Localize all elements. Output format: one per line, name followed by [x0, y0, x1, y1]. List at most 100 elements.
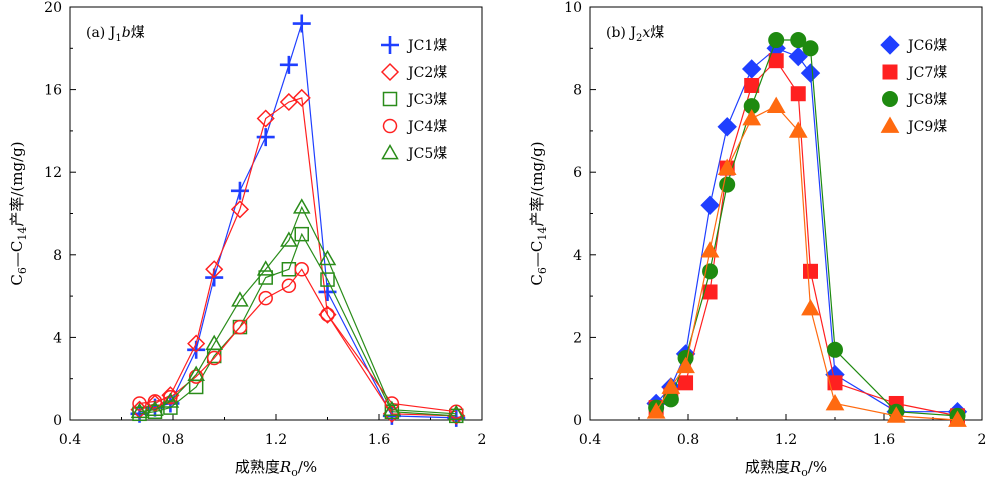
legend-label: JC6煤 [906, 38, 947, 54]
series-JC5煤 [130, 198, 466, 421]
legend-label: JC1煤 [406, 38, 447, 54]
data-point [205, 260, 224, 279]
data-point [802, 40, 819, 57]
y-tick-label: 0 [573, 413, 582, 429]
data-point [132, 396, 147, 411]
data-point [187, 365, 205, 381]
data-point [231, 291, 249, 307]
series-line [655, 105, 958, 421]
data-point [766, 96, 786, 113]
x-tick-label: 1.2 [775, 432, 797, 448]
data-point [146, 400, 164, 417]
data-point [800, 63, 821, 83]
data-point [886, 406, 906, 423]
y-tick-label: 8 [53, 248, 62, 264]
x-tick-label: 0.4 [579, 432, 601, 448]
series-line [139, 23, 457, 419]
legend-label: JC3煤 [406, 92, 447, 108]
data-point [801, 298, 820, 316]
data-point [320, 272, 335, 287]
data-point [294, 262, 309, 277]
data-point [676, 356, 695, 374]
series-line [139, 205, 457, 415]
data-point [256, 260, 275, 276]
data-point [788, 121, 808, 138]
legend-marker [882, 91, 898, 107]
data-point [742, 109, 762, 126]
y-tick-label: 8 [573, 83, 582, 99]
legend-marker [380, 62, 400, 82]
data-point [661, 377, 681, 394]
x-axis-title: 成熟度Ro/% [235, 458, 317, 479]
legend-label: JC9煤 [906, 119, 947, 135]
x-tick-label: 1.6 [873, 432, 895, 448]
data-point [646, 402, 666, 419]
series-JC7煤 [648, 53, 965, 424]
data-point [318, 249, 337, 266]
data-point [768, 53, 784, 69]
legend-marker [880, 116, 900, 133]
data-point [256, 128, 275, 147]
data-point [147, 394, 163, 409]
legend: JC1煤 JC2煤 JC3煤 JC4煤 JC5煤 [380, 36, 447, 162]
data-point [788, 46, 808, 67]
data-point [719, 176, 736, 193]
series-line [139, 268, 457, 413]
series-line [655, 59, 958, 417]
x-tick-label: 2 [978, 432, 987, 448]
x-tick-label: 1.2 [265, 432, 287, 448]
panel-title: (b) J2x煤 [606, 25, 664, 44]
data-point [662, 391, 679, 408]
data-point [292, 198, 311, 214]
y-axis-title: C6—C14产率/(mg/g) [8, 141, 29, 285]
x-tick-label: 2 [478, 432, 487, 448]
data-point [702, 284, 718, 300]
data-point [280, 231, 298, 247]
x-tick-label: 0.4 [59, 432, 81, 448]
y-tick-label: 6 [573, 165, 582, 181]
y-tick-label: 4 [53, 330, 62, 346]
legend-marker [381, 143, 399, 160]
data-point [161, 392, 180, 408]
y-tick-label: 2 [573, 330, 582, 346]
data-point [948, 410, 967, 427]
data-point [717, 158, 737, 175]
legend-label: JC8煤 [906, 92, 947, 108]
y-tick-label: 12 [44, 165, 62, 181]
series-JC2煤 [130, 88, 466, 425]
data-point [147, 404, 163, 419]
data-point [447, 404, 466, 421]
data-point [163, 390, 178, 405]
y-tick-label: 0 [53, 413, 62, 429]
y-tick-label: 10 [564, 0, 582, 16]
data-point [384, 404, 400, 419]
data-point [187, 334, 206, 353]
data-point [188, 369, 204, 384]
data-point [803, 263, 818, 279]
series-JC3煤 [132, 226, 464, 424]
x-tick-label: 1.6 [368, 432, 390, 448]
data-point [700, 195, 720, 215]
data-point [449, 408, 464, 424]
data-point [279, 55, 298, 74]
series-line [139, 97, 457, 417]
data-point [292, 14, 311, 33]
legend-marker [381, 36, 399, 54]
legend-marker [382, 91, 398, 107]
data-point [768, 32, 785, 49]
data-point [292, 88, 311, 107]
data-point [256, 109, 275, 128]
data-point [230, 181, 249, 200]
data-point [678, 375, 694, 391]
data-point [383, 400, 401, 417]
data-point [230, 200, 250, 219]
legend-marker [880, 35, 900, 55]
x-tick-label: 0.8 [162, 432, 184, 448]
data-point [281, 278, 297, 294]
series-JC4煤 [132, 262, 464, 419]
data-point [700, 241, 720, 258]
data-point [790, 32, 807, 49]
panel-title: (a) J1b煤 [86, 25, 145, 44]
